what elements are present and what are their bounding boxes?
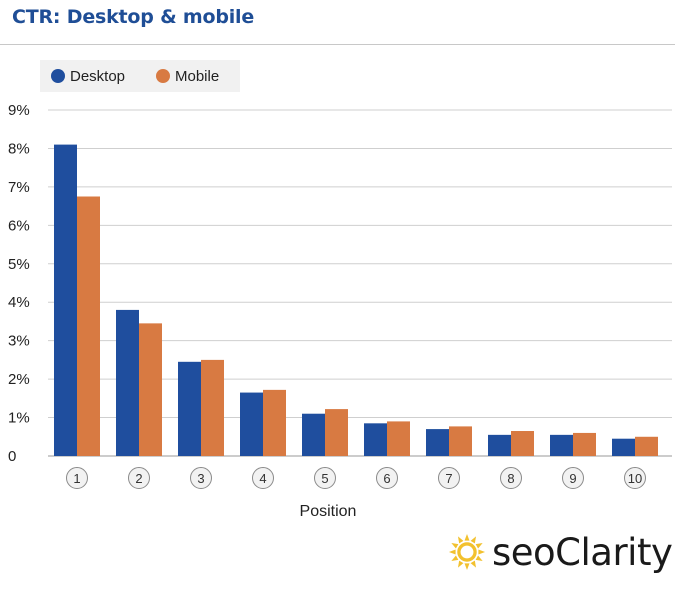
- bar-desktop-6: [364, 423, 387, 456]
- bars: [54, 144, 658, 456]
- bar-desktop-9: [550, 434, 573, 456]
- x-tick-circle: [66, 467, 88, 489]
- legend-marker-mobile: [156, 69, 170, 83]
- bar-mobile-8: [511, 431, 534, 456]
- bar-desktop-1: [54, 144, 77, 456]
- x-tick-circle: [252, 467, 274, 489]
- x-axis-ticks: 1 2 3 4 5 6 7 8 9 10: [66, 467, 646, 489]
- legend-label-desktop: Desktop: [70, 68, 125, 85]
- bar-mobile-10: [635, 436, 658, 456]
- legend-marker-desktop: [51, 69, 65, 83]
- legend-label-mobile: Mobile: [175, 68, 219, 85]
- y-tick-label: 7%: [8, 179, 30, 196]
- x-tick-label: 4: [259, 471, 266, 486]
- y-tick-label: 9%: [8, 102, 30, 119]
- y-tick-label: 5%: [8, 256, 30, 273]
- x-tick-label: 7: [445, 471, 452, 486]
- logo-text: seoClarity: [492, 530, 673, 574]
- bar-mobile-7: [449, 426, 472, 456]
- bar-desktop-5: [302, 413, 325, 456]
- y-tick-label: 6%: [8, 217, 30, 234]
- y-tick-label: 8%: [8, 140, 30, 157]
- seoclarity-logo: seoClarity: [448, 527, 673, 577]
- x-axis-label: Position: [300, 503, 357, 520]
- x-tick-circle: [190, 467, 212, 489]
- y-axis-ticks: 0 1% 2% 3% 4% 5% 6% 7% 8% 9%: [8, 102, 30, 465]
- bar-desktop-7: [426, 429, 449, 456]
- x-tick-circle: [128, 467, 150, 489]
- bar-mobile-4: [263, 389, 286, 456]
- x-tick-circle: [624, 467, 646, 489]
- bar-mobile-5: [325, 409, 348, 456]
- x-tick-label: 9: [569, 471, 576, 486]
- bar-desktop-3: [178, 361, 201, 456]
- y-tick-label: 4%: [8, 294, 30, 311]
- y-tick-label: 3%: [8, 333, 30, 350]
- bar-mobile-2: [139, 323, 162, 456]
- sun-icon: [448, 533, 486, 571]
- y-tick-label: 2%: [8, 371, 30, 388]
- x-tick-circle: [376, 467, 398, 489]
- x-tick-label: 8: [507, 471, 514, 486]
- x-tick-label: 6: [383, 471, 390, 486]
- bar-desktop-10: [612, 438, 635, 456]
- legend: Desktop Mobile: [40, 60, 240, 92]
- bar-mobile-9: [573, 432, 596, 456]
- bar-mobile-6: [387, 421, 410, 456]
- x-tick-label: 2: [135, 471, 142, 486]
- x-tick-circle: [438, 467, 460, 489]
- x-tick-label: 5: [321, 471, 328, 486]
- legend-box: [40, 60, 240, 92]
- y-tick-label: 1%: [8, 410, 30, 427]
- bar-desktop-4: [240, 392, 263, 456]
- x-tick-label: 10: [628, 471, 642, 486]
- bar-mobile-1: [77, 196, 100, 456]
- bar-desktop-2: [116, 309, 139, 456]
- title-divider: [0, 44, 675, 45]
- chart-title: CTR: Desktop & mobile: [12, 6, 255, 28]
- x-tick-circle: [562, 467, 584, 489]
- x-tick-label: 1: [73, 471, 80, 486]
- x-tick-circle: [314, 467, 336, 489]
- bar-mobile-3: [201, 359, 224, 456]
- x-tick-label: 3: [197, 471, 204, 486]
- bar-desktop-8: [488, 434, 511, 456]
- x-tick-circle: [500, 467, 522, 489]
- y-tick-label: 0: [8, 448, 16, 465]
